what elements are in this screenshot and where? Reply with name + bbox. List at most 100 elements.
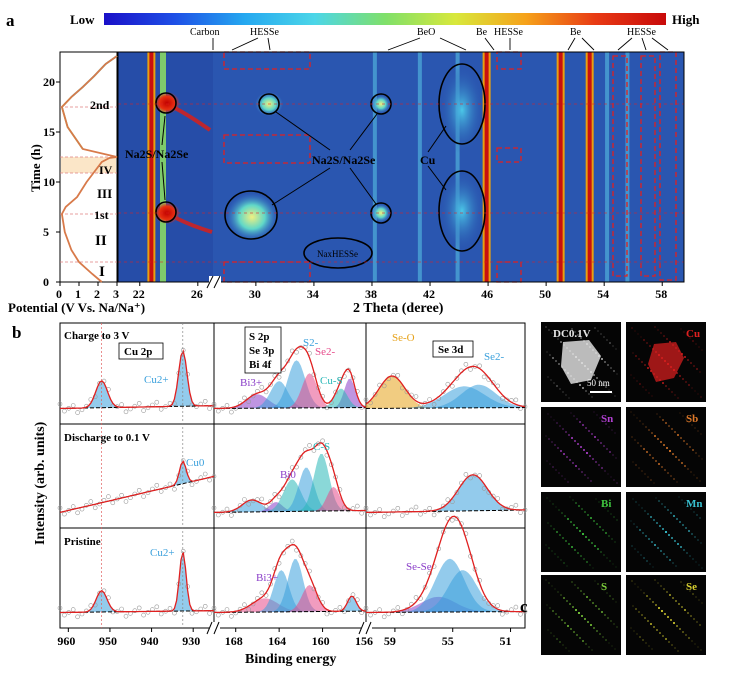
eds-pixel-4-52: [561, 512, 563, 514]
eds-pixel-5-21: [676, 518, 678, 520]
heatmap-x-ticks: 22 26 30 34 38 42 46 50 54 58: [133, 282, 667, 301]
eds-pixel-3-14: [631, 436, 633, 438]
eds-pixel-3-76: [677, 434, 679, 436]
eds-pixel-3-31: [668, 425, 670, 427]
eds-pixel-3-89: [646, 451, 648, 453]
eds-pixel-3-23: [676, 481, 678, 483]
eds-pixel-3-71: [700, 433, 702, 435]
eds-pixel-0-12: [605, 386, 607, 388]
eds-pixel-7-8: [669, 594, 671, 596]
xps-label-seo-r1: Se-O: [392, 332, 415, 344]
eds-pixel-6-81: [548, 582, 550, 584]
eds-pixel-1-8: [639, 383, 641, 385]
xps-baseline-r0-c2: [365, 407, 526, 409]
eds-pixel-0-2: [579, 384, 581, 386]
eds-pixel-5-41: [656, 522, 658, 524]
eds-pixel-5-74: [677, 543, 679, 545]
eds-pixel-5-36: [679, 521, 681, 523]
xps-xtick-label-1-0: 168: [225, 634, 243, 648]
eds-pixel-6-24: [551, 585, 553, 587]
eds-pixel-1-11: [654, 326, 656, 328]
arrow-na2s-c2: [349, 113, 378, 151]
eds-pixel-2-51: [546, 460, 548, 462]
xps-raw-point-r0-c2-46: [468, 367, 473, 372]
xps-raw-point-r2-c1-26: [268, 581, 273, 587]
xps-label-cu2-r1: Cu2+: [144, 374, 169, 386]
xps-raw-point-r0-c0-36: [136, 401, 142, 406]
voltage-curve: [60, 55, 118, 283]
eds-pixel-5-65: [632, 498, 634, 500]
eds-pixel-7-18: [695, 596, 697, 598]
eds-pixel-5-51: [682, 524, 684, 526]
eds-pixel-2-47: [550, 416, 552, 418]
eds-pixel-2-15: [582, 424, 584, 426]
eds-pixel-0-40: [577, 334, 579, 336]
eds-pixel-6-17: [612, 598, 614, 600]
eds-pixel-4-54: [595, 498, 597, 500]
eds-pixel-1-73: [700, 396, 702, 398]
eds-pixel-4-79: [552, 503, 554, 505]
eds-pixel-7-65: [666, 591, 668, 593]
xps-xtick-label-1-1: 164: [268, 634, 286, 648]
eds-pixel-1-36: [683, 331, 685, 333]
xps-raw-point-r1-c1-26: [268, 499, 273, 504]
eds-pixel-2-64: [587, 477, 589, 479]
eds-pixel-2-67: [602, 420, 604, 422]
eds-pixel-7-38: [675, 600, 677, 602]
eds-pixel-7-36: [641, 614, 643, 616]
eds-pixel-7-81: [650, 623, 652, 625]
peak-labels: Carbon HESSe BeO Be HESSe Be HESSe: [190, 27, 656, 38]
eds-pixel-4-19: [612, 563, 614, 565]
xps-raw-point-r1-c0-16: [92, 505, 98, 511]
xps-raw-point-r0-c2-52: [481, 374, 487, 380]
eds-pixel-3-2: [643, 448, 645, 450]
xps-raw-point-r1-c2-12: [390, 508, 396, 514]
eds-particle-image: [561, 340, 601, 384]
eds-pixel-4-5: [590, 517, 592, 519]
xps-frame: [59, 322, 526, 629]
eds-pixel-0-22: [559, 388, 561, 390]
xps-xtick-label-2-2: 51: [500, 634, 512, 648]
eds-pixel-1-33: [668, 388, 670, 390]
eds-pixel-5-39: [694, 536, 696, 538]
eds-pixel-6-77: [552, 610, 554, 612]
eds-pixel-2-56: [595, 461, 597, 463]
eds-pixel-6-49: [580, 590, 582, 592]
eds-pixel-4-75: [556, 531, 558, 533]
eds-pixel-1-71: [666, 338, 668, 340]
eds-pixel-6-20: [555, 613, 557, 615]
eds-pixel-2-54: [561, 475, 563, 477]
arrow-hesse-3b: [641, 37, 647, 51]
eds-pixel-2-75: [594, 436, 596, 438]
eds-pixel-0-46: [607, 364, 609, 366]
dashed-box-hesse-right-1: [612, 55, 628, 277]
eds-pixel-6-67: [598, 608, 600, 610]
eds-pixel-3-85: [650, 479, 652, 481]
eds-pixel-5-10: [669, 559, 671, 561]
xps-raw-point-r0-c2-34: [440, 389, 446, 395]
eds-pixel-6-41: [588, 646, 590, 648]
eds-pixel-2-46: [569, 459, 571, 461]
eds-pixel-1-19: [646, 342, 648, 344]
xps-component-r2-c0-0: [60, 590, 214, 613]
box-cu2p: [118, 342, 164, 360]
ellipse-cu-bottom: [438, 170, 486, 252]
xps-raw-point-r1-c1-22: [259, 496, 265, 502]
eds-pixel-2-19: [578, 468, 580, 470]
xps-raw-point-r0-c1-30: [276, 374, 282, 380]
eds-pixel-3-47: [652, 457, 654, 459]
eds-pixel-5-47: [686, 552, 688, 554]
eds-pixel-4-11: [548, 547, 550, 549]
xps-raw-point-r1-c2-66: [513, 502, 519, 508]
eds-pixel-7-86: [699, 624, 701, 626]
xps-raw-point-r0-c1-2: [216, 408, 221, 414]
eds-pixel-1-70: [685, 381, 687, 383]
xps-component-r1-c1-2: [214, 479, 366, 513]
eds-pixel-4-38: [611, 538, 613, 540]
eds-pixel-6-38: [573, 631, 575, 633]
eds-pixel-5-24: [691, 533, 693, 535]
colorbar-high-label: High: [672, 12, 700, 27]
voltage-xtick-label-3: 3: [113, 287, 119, 301]
eds-pixel-6-44: [603, 589, 605, 591]
